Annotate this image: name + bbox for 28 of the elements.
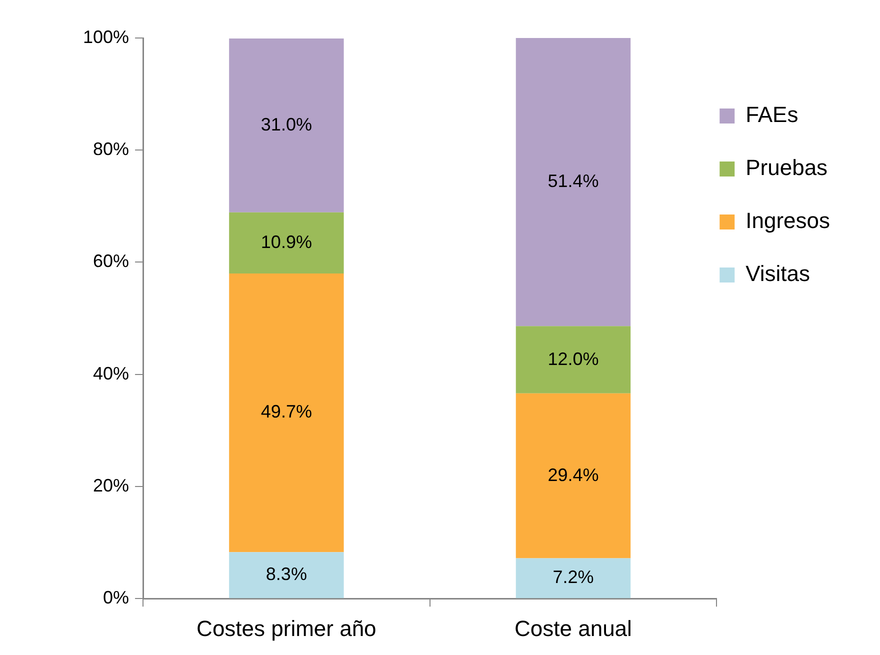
bar (229, 552, 344, 598)
y-tick-label: 60% (93, 251, 130, 272)
legend-label: Ingresos (746, 208, 830, 234)
bar (229, 273, 344, 552)
data-label: 29.4% (548, 464, 599, 485)
data-label: 8.3% (266, 564, 307, 584)
bar (229, 212, 344, 274)
data-label: 12.0% (548, 348, 599, 369)
legend-label: FAEs (746, 102, 798, 128)
y-tick-label: 80% (93, 139, 130, 160)
data-label: 7.2% (552, 567, 594, 588)
x-tick-label: Costes primer año (196, 616, 376, 641)
data-label: 31.0% (260, 114, 312, 134)
bar (229, 38, 344, 212)
y-tick-label: 0% (103, 588, 130, 608)
bar (516, 326, 631, 394)
data-label: 51.4% (548, 171, 599, 192)
data-label: 10.9% (260, 232, 312, 252)
y-tick-label: 20% (93, 475, 130, 496)
x-tick-label: Coste anual (514, 616, 632, 641)
data-label: 49.7% (260, 402, 312, 422)
y-tick-label: 100% (82, 26, 130, 47)
legend-label: Visitas (746, 261, 810, 286)
legend-label: Pruebas (746, 155, 828, 180)
bar (516, 38, 631, 326)
y-tick-label: 40% (93, 363, 130, 384)
bar (516, 393, 631, 558)
bar (516, 558, 631, 598)
